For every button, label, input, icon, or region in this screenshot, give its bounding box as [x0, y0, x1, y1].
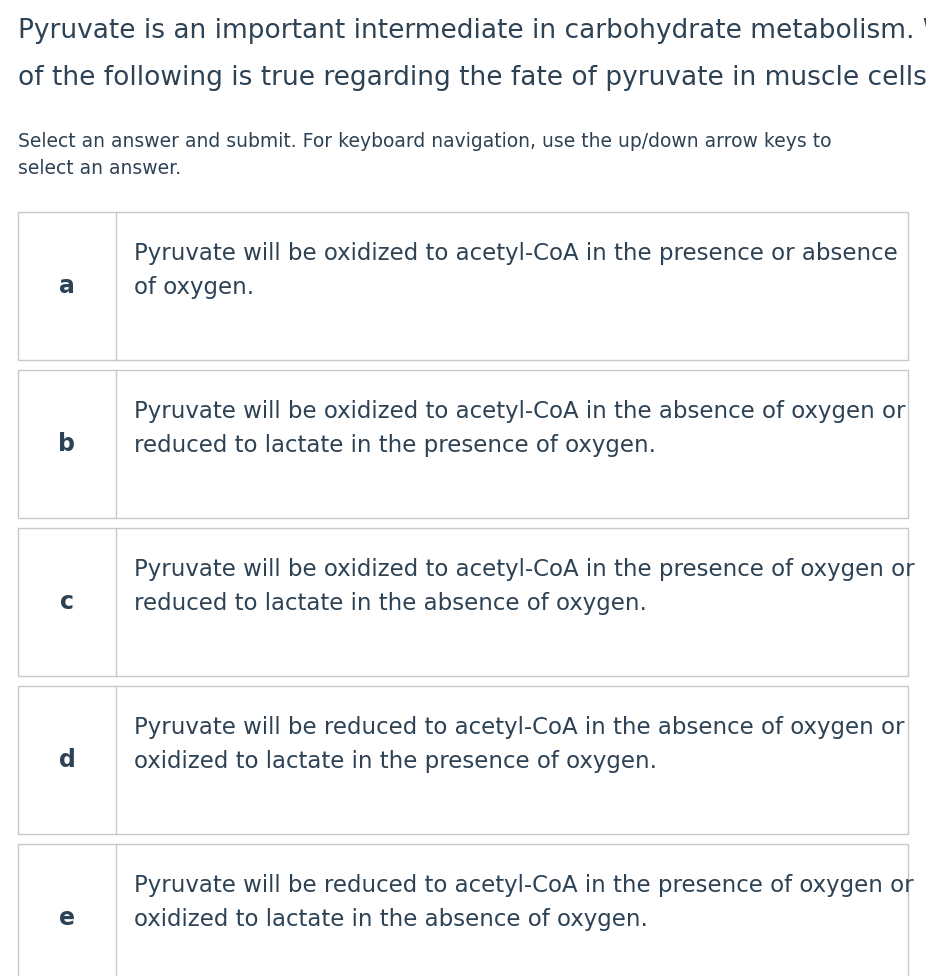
Text: d: d: [58, 748, 75, 772]
Bar: [18, 686, 908, 834]
Bar: [18, 528, 908, 676]
Text: Pyruvate will be oxidized to acetyl-CoA in the absence of oxygen or
reduced to l: Pyruvate will be oxidized to acetyl-CoA …: [134, 400, 906, 457]
Text: Pyruvate will be reduced to acetyl-CoA in the absence of oxygen or
oxidized to l: Pyruvate will be reduced to acetyl-CoA i…: [134, 716, 905, 773]
Text: Pyruvate will be reduced to acetyl-CoA in the presence of oxygen or
oxidized to : Pyruvate will be reduced to acetyl-CoA i…: [134, 874, 914, 931]
Bar: [18, 370, 908, 518]
Text: c: c: [60, 590, 74, 614]
Text: e: e: [59, 906, 75, 930]
Text: Pyruvate will be oxidized to acetyl-CoA in the presence or absence
of oxygen.: Pyruvate will be oxidized to acetyl-CoA …: [134, 242, 897, 299]
Text: of the following is true regarding the fate of pyruvate in muscle cells?: of the following is true regarding the f…: [18, 65, 926, 91]
Text: a: a: [59, 274, 75, 298]
Bar: [18, 212, 908, 360]
Text: b: b: [58, 432, 76, 456]
Text: Pyruvate will be oxidized to acetyl-CoA in the presence of oxygen or
reduced to : Pyruvate will be oxidized to acetyl-CoA …: [134, 558, 915, 615]
Text: Pyruvate is an important intermediate in carbohydrate metabolism. Which: Pyruvate is an important intermediate in…: [18, 18, 926, 44]
Bar: [18, 844, 908, 976]
Text: Select an answer and submit. For keyboard navigation, use the up/down arrow keys: Select an answer and submit. For keyboar…: [18, 132, 832, 179]
